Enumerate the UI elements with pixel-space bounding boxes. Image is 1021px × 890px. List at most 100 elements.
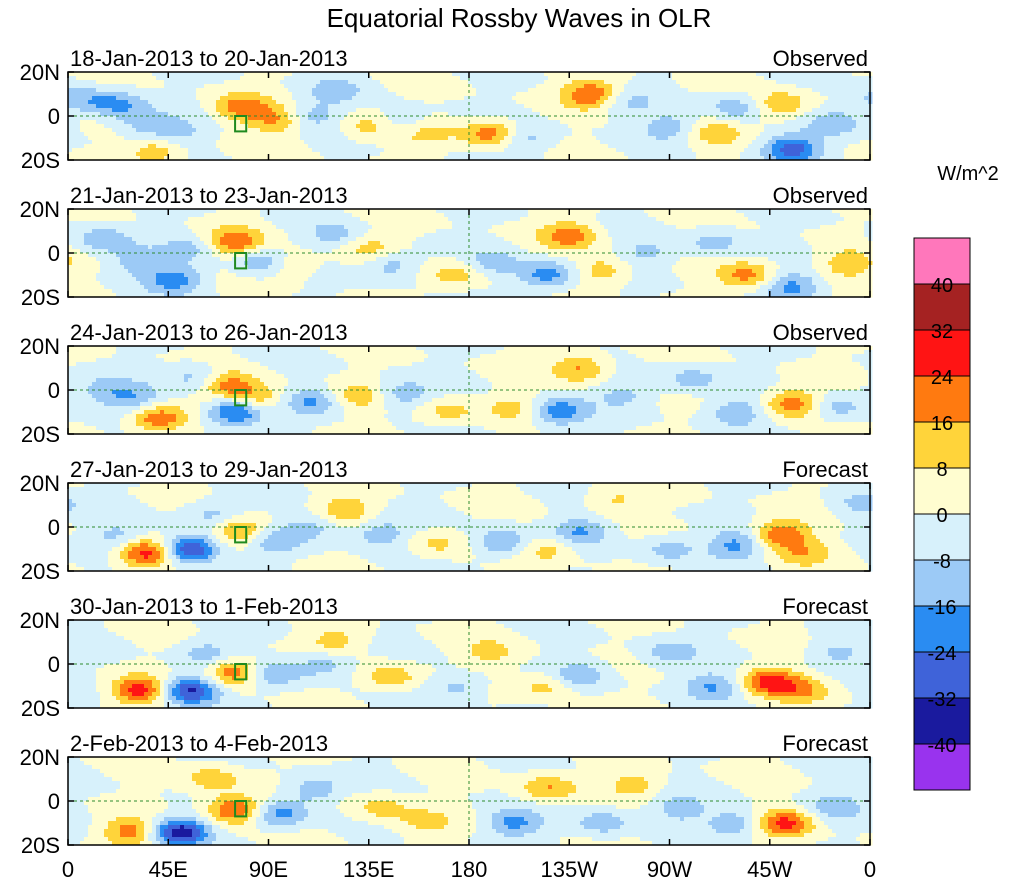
olr-cell — [328, 136, 333, 141]
olr-cell — [280, 209, 285, 214]
olr-cell — [824, 120, 829, 125]
olr-cell — [360, 116, 365, 121]
olr-cell — [296, 156, 301, 161]
olr-cell — [696, 84, 701, 89]
olr-cell — [660, 84, 665, 89]
olr-cell — [220, 128, 225, 133]
olr-cell — [840, 72, 845, 77]
olr-cell — [328, 120, 333, 125]
olr-cell — [172, 88, 177, 93]
olr-cell — [504, 104, 509, 109]
olr-cell — [724, 100, 729, 105]
olr-cell — [712, 112, 717, 117]
olr-cell — [308, 72, 313, 77]
olr-cell — [136, 213, 141, 218]
olr-cell — [272, 92, 277, 97]
olr-cell — [84, 104, 89, 109]
olr-cell — [464, 213, 469, 218]
olr-cell — [748, 132, 753, 137]
olr-cell — [488, 104, 493, 109]
olr-cell — [460, 88, 465, 93]
olr-cell — [152, 84, 157, 89]
olr-cell — [592, 104, 597, 109]
olr-cell — [328, 217, 333, 222]
olr-cell — [468, 136, 473, 141]
olr-cell — [624, 156, 629, 161]
olr-cell — [648, 120, 653, 125]
olr-cell — [592, 76, 597, 81]
olr-cell — [184, 136, 189, 141]
olr-cell — [200, 88, 205, 93]
olr-cell — [752, 136, 757, 141]
olr-cell — [464, 124, 469, 129]
olr-cell — [276, 140, 281, 145]
olr-cell — [668, 120, 673, 125]
olr-cell — [468, 80, 473, 85]
olr-cell — [580, 84, 585, 89]
olr-cell — [456, 124, 461, 129]
olr-cell — [596, 128, 601, 133]
olr-cell — [144, 132, 149, 137]
olr-cell — [344, 140, 349, 145]
olr-cell — [204, 209, 209, 214]
olr-cell — [728, 152, 733, 157]
olr-cell — [532, 116, 537, 121]
olr-cell — [488, 217, 493, 222]
olr-cell — [320, 136, 325, 141]
olr-cell — [844, 104, 849, 109]
olr-cell — [720, 152, 725, 157]
olr-cell — [376, 209, 381, 214]
olr-cell — [796, 72, 801, 77]
olr-cell — [220, 108, 225, 113]
olr-cell — [760, 80, 765, 85]
olr-cell — [664, 156, 669, 161]
olr-cell — [68, 156, 73, 161]
olr-cell — [428, 72, 433, 77]
olr-cell — [680, 148, 685, 153]
olr-cell — [500, 136, 505, 141]
olr-cell — [124, 213, 129, 218]
olr-cell — [280, 92, 285, 97]
olr-cell — [748, 116, 753, 121]
olr-cell — [480, 104, 485, 109]
olr-cell — [484, 104, 489, 109]
olr-cell — [176, 124, 181, 129]
olr-cell — [816, 100, 821, 105]
olr-cell — [216, 96, 221, 101]
olr-cell — [844, 80, 849, 85]
olr-cell — [72, 128, 77, 133]
olr-cell — [408, 156, 413, 161]
olr-cell — [288, 96, 293, 101]
olr-cell — [516, 116, 521, 121]
olr-cell — [840, 108, 845, 113]
olr-cell — [848, 92, 853, 97]
olr-cell — [140, 213, 145, 218]
olr-cell — [324, 156, 329, 161]
olr-cell — [764, 88, 769, 93]
olr-cell — [404, 156, 409, 161]
olr-cell — [484, 132, 489, 137]
olr-cell — [744, 112, 749, 117]
olr-cell — [728, 156, 733, 161]
olr-cell — [304, 209, 309, 214]
olr-cell — [688, 132, 693, 137]
olr-cell — [360, 132, 365, 137]
olr-cell — [780, 140, 785, 145]
olr-cell — [380, 72, 385, 77]
olr-cell — [660, 132, 665, 137]
olr-cell — [344, 120, 349, 125]
olr-cell — [512, 140, 517, 145]
olr-cell — [780, 152, 785, 157]
olr-cell — [756, 80, 761, 85]
olr-cell — [824, 132, 829, 137]
olr-cell — [576, 72, 581, 77]
olr-cell — [148, 100, 153, 105]
olr-cell — [412, 80, 417, 85]
olr-cell — [216, 217, 221, 222]
olr-cell — [400, 88, 405, 93]
olr-cell — [412, 144, 417, 149]
olr-cell — [124, 156, 129, 161]
olr-cell — [844, 209, 849, 214]
olr-cell — [752, 213, 757, 218]
olr-cell — [280, 116, 285, 121]
